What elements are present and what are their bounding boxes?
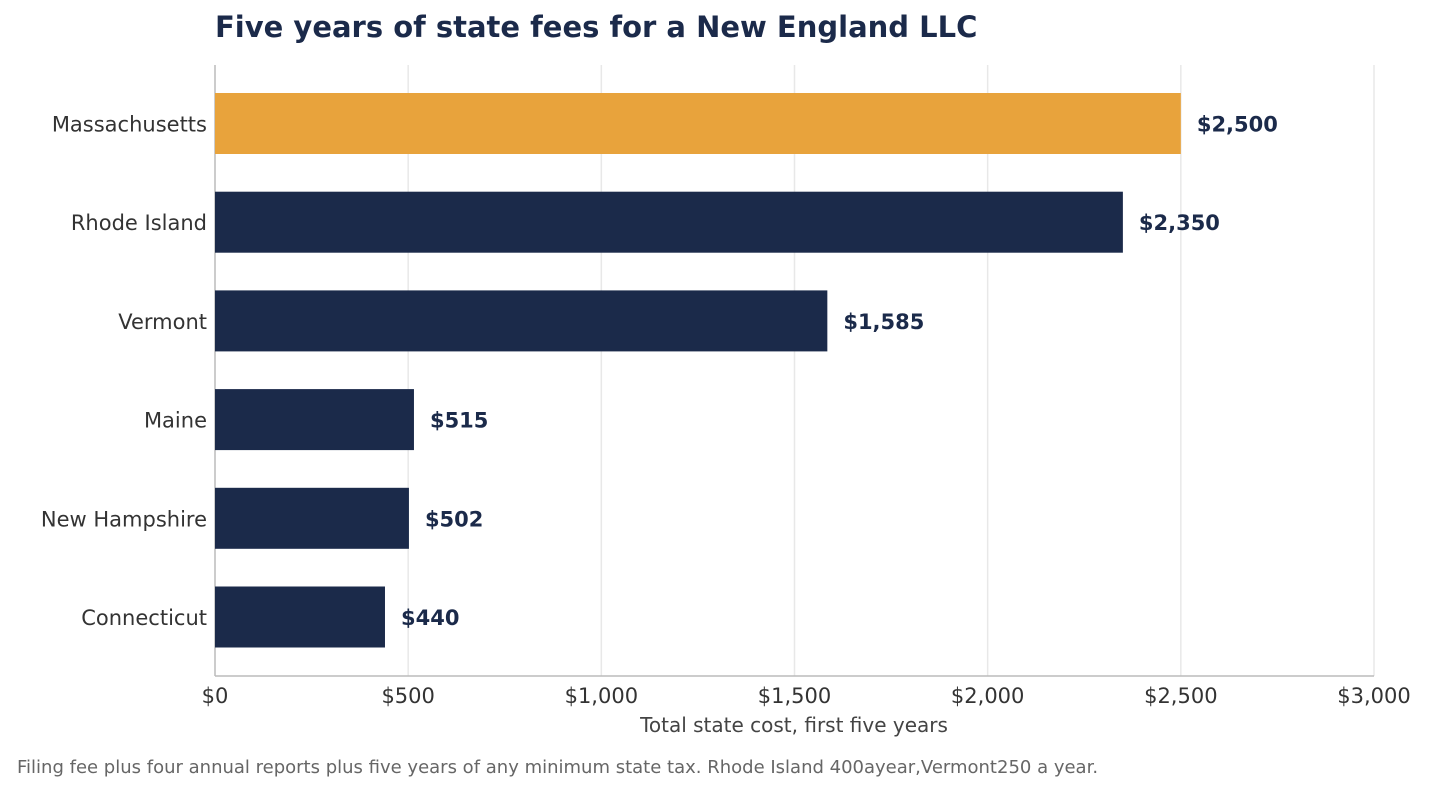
bar	[215, 389, 414, 451]
value-labels: $2,500 $2,350 $1,585 $515 $502 $440	[401, 113, 1278, 631]
value-label: $1,585	[843, 310, 924, 334]
bar	[215, 487, 409, 549]
x-tick-label: $2,000	[951, 684, 1024, 708]
category-label: New Hampshire	[41, 507, 207, 531]
category-label: Connecticut	[81, 606, 207, 630]
value-label: $515	[430, 409, 488, 433]
bar	[215, 191, 1123, 253]
category-label: Massachusetts	[52, 113, 207, 137]
category-label: Vermont	[118, 310, 207, 334]
bar	[215, 290, 828, 352]
x-tick-label: $3,000	[1337, 684, 1410, 708]
bar	[215, 93, 1181, 154]
value-label: $502	[425, 507, 483, 531]
bar	[215, 586, 385, 648]
category-label: Maine	[144, 409, 207, 433]
x-tick-labels: $0 $500 $1,000 $1,500 $2,000 $2,500 $3,000	[202, 684, 1411, 708]
x-axis-title: Total state cost, first five years	[639, 713, 948, 737]
grid-lines	[407, 65, 1375, 676]
value-label: $440	[401, 606, 459, 630]
value-label: $2,350	[1139, 211, 1220, 235]
x-tick-label: $0	[202, 684, 229, 708]
bars	[215, 93, 1181, 648]
category-label: Rhode Island	[71, 211, 207, 235]
value-label: $2,500	[1197, 113, 1278, 137]
x-tick-label: $2,500	[1144, 684, 1217, 708]
x-tick-label: $1,500	[758, 684, 831, 708]
chart-title: Five years of state fees for a New Engla…	[215, 10, 978, 44]
footnote: Filing fee plus four annual reports plus…	[17, 757, 1099, 778]
x-tick-label: $1,000	[565, 684, 638, 708]
category-labels: Massachusetts Rhode Island Vermont Maine New…	[41, 113, 207, 631]
x-tick-label: $500	[381, 684, 434, 708]
